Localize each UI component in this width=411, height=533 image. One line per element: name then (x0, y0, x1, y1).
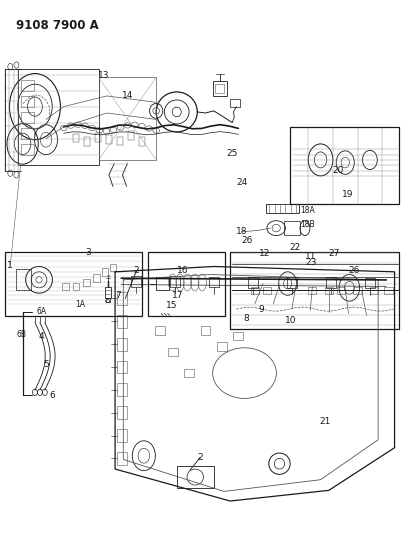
Text: 19: 19 (342, 190, 353, 199)
Bar (106, 130, 112, 139)
Bar (84, 132, 90, 140)
Bar (128, 135, 134, 143)
Text: 13: 13 (98, 71, 110, 80)
Bar (117, 383, 127, 396)
Bar (99, 77, 156, 160)
Text: 6A: 6A (36, 308, 46, 316)
Text: 5: 5 (43, 360, 49, 368)
Bar (213, 81, 227, 96)
Bar (284, 221, 300, 235)
Bar (21, 96, 34, 107)
Bar (73, 283, 79, 290)
Bar (156, 277, 169, 290)
Bar (337, 287, 345, 294)
Bar (184, 369, 194, 377)
Bar (131, 276, 141, 287)
Text: 14: 14 (122, 92, 133, 100)
Bar (217, 342, 227, 351)
Bar (365, 278, 375, 288)
Bar (230, 99, 240, 107)
Bar (21, 80, 34, 91)
Text: 20: 20 (332, 166, 344, 175)
Bar (233, 332, 243, 340)
Bar (5, 252, 142, 316)
Bar (251, 287, 259, 294)
Text: 9: 9 (258, 305, 264, 313)
Bar (209, 277, 219, 287)
Bar (117, 315, 127, 328)
Text: 2: 2 (197, 453, 203, 462)
Text: 27: 27 (328, 249, 339, 257)
Text: 22: 22 (289, 244, 301, 252)
Bar (62, 283, 69, 290)
Bar (384, 287, 393, 294)
Text: 8: 8 (243, 314, 249, 323)
Text: 2: 2 (134, 266, 139, 275)
Bar (148, 252, 225, 316)
Text: 15: 15 (166, 301, 178, 310)
Text: 16: 16 (177, 266, 188, 275)
Bar (263, 287, 271, 294)
Bar (353, 287, 362, 294)
Text: 12: 12 (259, 249, 271, 257)
Bar (117, 429, 127, 442)
Text: 6B: 6B (16, 330, 26, 339)
Bar (21, 144, 34, 155)
Bar (287, 277, 297, 288)
Text: 24: 24 (236, 178, 247, 187)
Bar (83, 279, 90, 286)
Bar (248, 277, 258, 287)
Bar (168, 348, 178, 356)
Text: 26: 26 (241, 237, 252, 245)
Text: 1: 1 (7, 261, 13, 270)
Bar (16, 269, 31, 290)
Bar (326, 277, 336, 288)
Bar (117, 338, 127, 351)
Text: 21: 21 (319, 417, 330, 425)
Bar (73, 127, 79, 135)
Text: 10: 10 (285, 317, 297, 325)
Text: 17: 17 (172, 292, 183, 300)
Text: 4: 4 (38, 333, 44, 341)
Bar (110, 264, 116, 271)
Text: 25: 25 (226, 149, 238, 158)
Text: 1A: 1A (75, 301, 85, 309)
Bar (170, 276, 180, 287)
Text: 18: 18 (236, 228, 247, 236)
Bar (95, 131, 101, 139)
Bar (102, 268, 108, 276)
Bar (21, 112, 34, 123)
Text: 11: 11 (305, 253, 316, 261)
Text: 6: 6 (50, 391, 55, 400)
Bar (117, 292, 127, 305)
Bar (290, 127, 399, 204)
Text: 18A: 18A (300, 206, 315, 215)
Bar (266, 204, 299, 213)
Bar (93, 274, 100, 282)
Bar (117, 406, 127, 419)
Bar (177, 466, 214, 488)
Bar (117, 452, 127, 465)
Bar (215, 84, 224, 93)
Bar (117, 136, 123, 145)
Text: 3: 3 (85, 248, 91, 256)
Bar (105, 287, 111, 298)
Text: 23: 23 (306, 258, 317, 266)
Bar (18, 69, 99, 165)
Bar (155, 326, 165, 335)
Text: 26: 26 (349, 266, 360, 275)
Bar (21, 128, 34, 139)
Bar (201, 326, 210, 335)
Bar (139, 133, 145, 141)
Text: 9108 7900 A: 9108 7900 A (16, 19, 99, 31)
Text: 18B: 18B (300, 221, 315, 229)
Bar (308, 287, 316, 294)
Bar (117, 361, 127, 374)
Bar (370, 287, 378, 294)
Bar (230, 252, 399, 329)
Text: 7: 7 (115, 292, 121, 300)
Bar (325, 287, 333, 294)
Bar (106, 298, 110, 302)
